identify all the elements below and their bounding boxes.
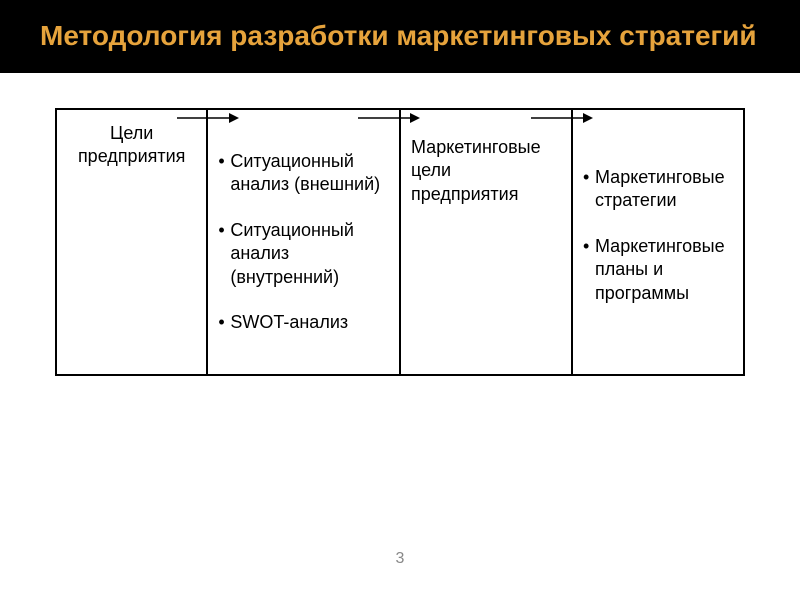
flow-cell-heading: Маркетинговые цели предприятия	[411, 118, 561, 206]
flow-cell-goals: Цели предприятия	[56, 109, 207, 375]
list-item: Маркетинговые стратегии	[583, 166, 733, 213]
slide-header: Методология разработки маркетинговых стр…	[0, 0, 800, 71]
slide-content: Цели предприятия Ситуационный анализ (вн…	[0, 73, 800, 376]
list-item: Ситуационный анализ (внешний)	[218, 150, 389, 197]
flow-diagram-table: Цели предприятия Ситуационный анализ (вн…	[55, 108, 745, 376]
flow-cell-marketing-goals: Маркетинговые цели предприятия	[400, 109, 572, 375]
bullet-list: Ситуационный анализ (внешний) Ситуационн…	[218, 150, 389, 334]
slide-title: Методология разработки маркетинговых стр…	[40, 18, 760, 53]
bullet-list: Маркетинговые стратегии Маркетинговые пл…	[583, 166, 733, 305]
list-item: Ситуационный анализ (внутренний)	[218, 219, 389, 289]
list-item: Маркетинговые планы и программы	[583, 235, 733, 305]
flow-cell-strategies: Маркетинговые стратегии Маркетинговые пл…	[572, 109, 744, 375]
flow-cell-analysis: Ситуационный анализ (внешний) Ситуационн…	[207, 109, 400, 375]
page-number: 3	[0, 550, 800, 568]
list-item: SWOT-анализ	[218, 311, 389, 334]
